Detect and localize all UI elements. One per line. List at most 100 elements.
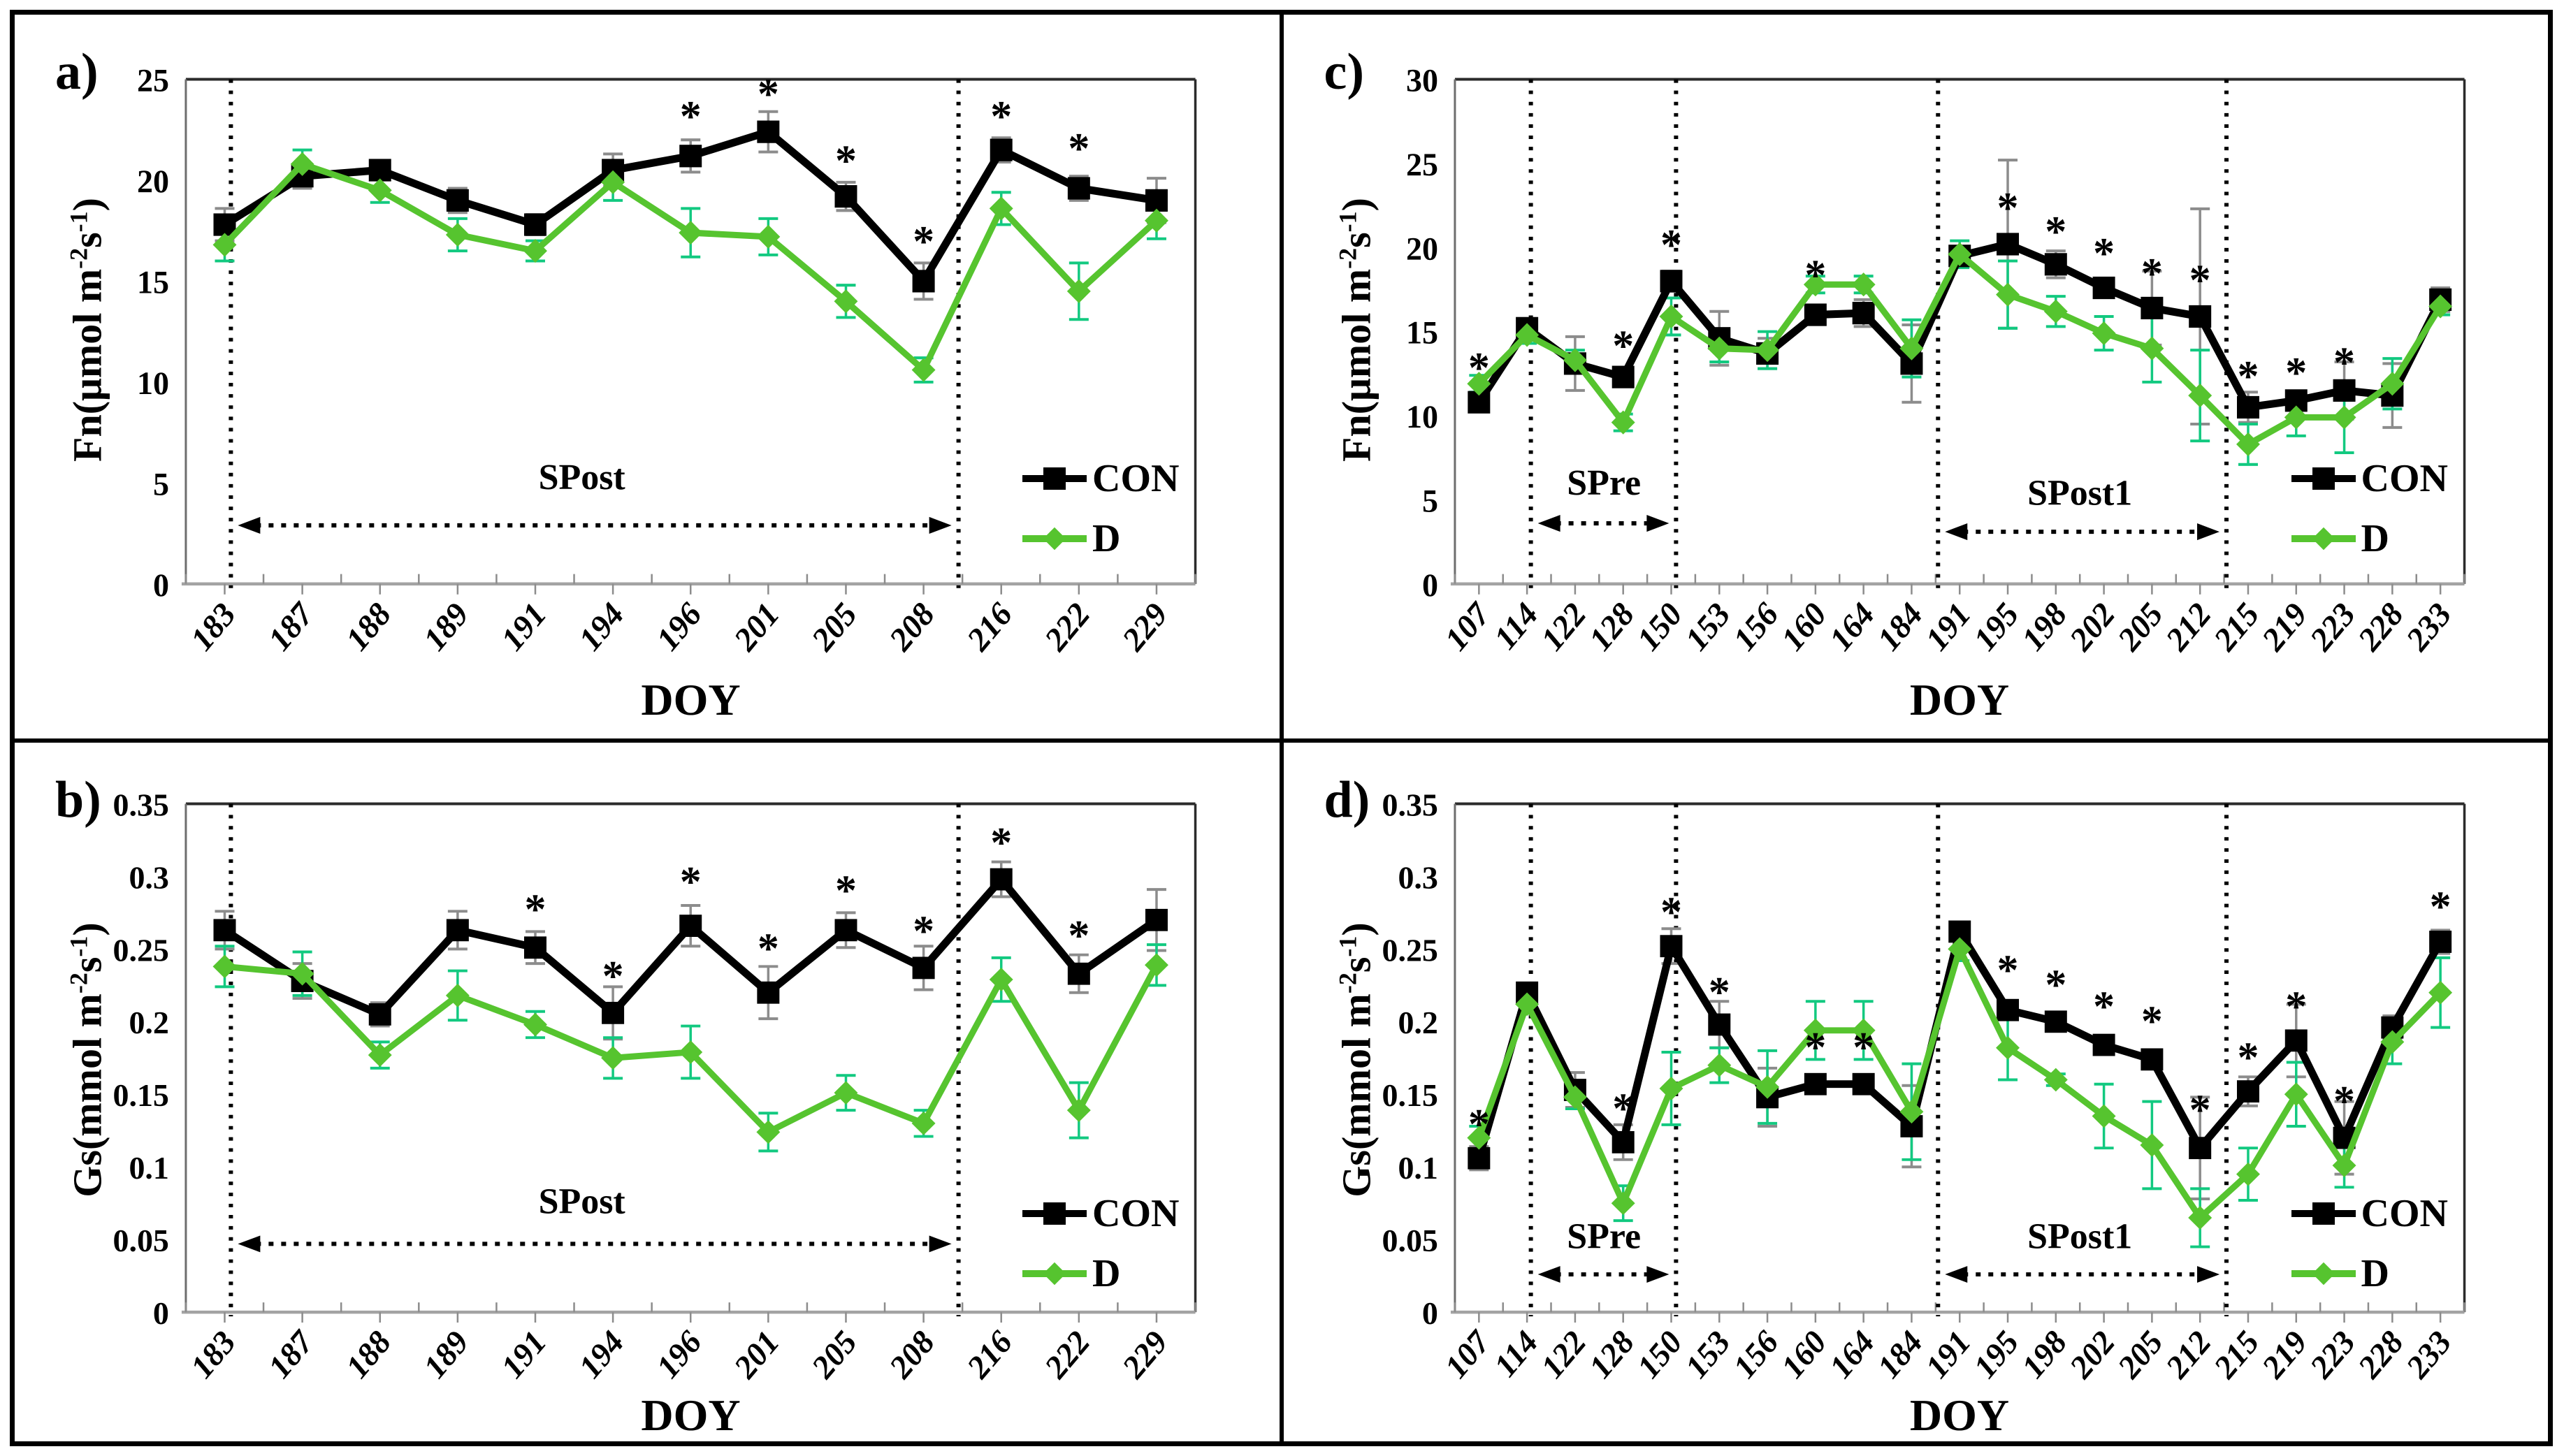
legend-label-con: CON [1092, 1192, 1180, 1235]
d-diamond-marker-icon [1022, 1262, 1087, 1286]
svg-text:*: * [1997, 947, 2018, 994]
svg-text:150: 150 [1630, 597, 1689, 658]
svg-text:107: 107 [1437, 595, 1498, 658]
panel-a-legend: CON D [1022, 457, 1180, 558]
panel-a: a) Fn(μmol m-2s-1) 0 5 10 15 20 25 183 187 188 18… [15, 15, 1280, 743]
svg-text:164: 164 [1822, 1325, 1881, 1385]
svg-text:194: 194 [572, 597, 631, 658]
svg-text:SPost1: SPost1 [2027, 1217, 2132, 1257]
chart-a-canvas: 0 5 10 15 20 25 183 187 188 189 191 194 196 201 205 208… [137, 63, 1197, 659]
y-title-text: Fn(μmol m [1333, 268, 1379, 462]
svg-text:0: 0 [1421, 1295, 1437, 1331]
svg-text:228: 228 [2350, 1325, 2410, 1386]
svg-text:0.25: 0.25 [1382, 932, 1437, 968]
svg-text:233: 233 [2398, 597, 2458, 659]
svg-text:128: 128 [1582, 597, 1642, 658]
svg-text:*: * [2093, 983, 2115, 1031]
svg-text:0.2: 0.2 [1398, 1005, 1437, 1040]
svg-text:201: 201 [727, 597, 787, 659]
legend-item-con: CON [2291, 1194, 2448, 1233]
svg-text:153: 153 [1678, 597, 1737, 658]
svg-text:*: * [1997, 184, 2018, 232]
svg-text:20: 20 [1405, 231, 1437, 266]
y-title-text: s [64, 232, 110, 248]
legend-label-d: D [2361, 517, 2389, 560]
svg-text:*: * [2093, 230, 2115, 277]
svg-text:160: 160 [1774, 597, 1834, 658]
svg-text:*: * [680, 859, 702, 906]
svg-text:5: 5 [153, 466, 169, 502]
svg-text:*: * [2141, 998, 2162, 1045]
svg-text:222: 222 [1037, 1325, 1097, 1386]
svg-text:183: 183 [184, 597, 243, 658]
svg-text:30: 30 [1405, 63, 1437, 99]
panel-c: c) Fn(μmol m-2s-1) 0 5 10 15 20 25 30 107 114 122… [1283, 15, 2548, 743]
svg-text:0.3: 0.3 [1398, 859, 1437, 895]
con-square-marker-icon [1022, 467, 1087, 490]
y-title-text: Gs(mmol m [1333, 993, 1379, 1197]
svg-text:*: * [1660, 221, 1681, 269]
panel-a-x-axis-title: DOY [641, 675, 741, 725]
svg-text:164: 164 [1823, 597, 1882, 658]
svg-text:*: * [990, 819, 1012, 866]
svg-text:160: 160 [1774, 1325, 1834, 1385]
svg-text:219: 219 [2254, 597, 2315, 659]
y-title-text: ) [1333, 922, 1379, 936]
svg-text:114: 114 [1487, 597, 1545, 657]
chart-b-canvas: 0 0.05 0.1 0.15 0.2 0.25 0.3 0.35 183 187 188 189 19… [113, 787, 1197, 1386]
svg-text:212: 212 [2158, 1325, 2218, 1386]
svg-text:191: 191 [494, 1325, 553, 1385]
legend-label-d: D [1092, 1252, 1121, 1295]
svg-text:205: 205 [2110, 1325, 2170, 1386]
legend-label-con: CON [1092, 457, 1180, 500]
svg-text:219: 219 [2254, 1325, 2315, 1386]
svg-text:0: 0 [153, 1295, 169, 1331]
svg-text:*: * [1468, 344, 1489, 392]
svg-text:212: 212 [2158, 597, 2218, 659]
svg-text:0.15: 0.15 [113, 1077, 168, 1113]
svg-text:191: 191 [1918, 1325, 1978, 1385]
svg-text:*: * [835, 137, 857, 184]
y-title-sup: -1 [64, 936, 93, 957]
svg-text:114: 114 [1486, 1325, 1545, 1384]
svg-text:15: 15 [137, 264, 169, 300]
svg-text:0.35: 0.35 [1382, 787, 1437, 822]
panel-b-x-axis-title: DOY [641, 1390, 741, 1440]
y-title-sup: -2 [64, 247, 93, 269]
svg-text:*: * [1708, 969, 1730, 1017]
svg-text:208: 208 [882, 597, 942, 659]
panel-d-legend: CON D [2291, 1194, 2448, 1295]
panel-b: b) Gs(mmol m-2s-1) 0 0.05 0.1 0.15 0.2 0.25 0.… [15, 743, 1280, 1441]
svg-text:*: * [1068, 125, 1089, 173]
legend-item-con: CON [1022, 1192, 1180, 1235]
panel-b-letter: b) [55, 771, 101, 829]
chart-d-canvas: 00.050.10.150.20.250.30.3510711412212815… [1382, 787, 2465, 1386]
svg-text:150: 150 [1630, 1325, 1689, 1385]
svg-text:229: 229 [1115, 597, 1175, 659]
svg-text:0.05: 0.05 [113, 1223, 168, 1258]
svg-text:194: 194 [572, 1325, 631, 1385]
svg-text:0.1: 0.1 [1398, 1150, 1437, 1186]
svg-text:195: 195 [1967, 597, 2026, 658]
svg-text:188: 188 [339, 1325, 398, 1385]
figure-frame: a) Fn(μmol m-2s-1) 0 5 10 15 20 25 183 187 188 18… [10, 10, 2553, 1446]
y-title-sup: -1 [64, 211, 93, 233]
svg-text:SPost1: SPost1 [2027, 473, 2132, 513]
svg-text:0: 0 [1421, 567, 1437, 603]
svg-text:223: 223 [2303, 597, 2363, 659]
panel-c-letter: c) [1324, 43, 1365, 101]
svg-text:*: * [2237, 1034, 2259, 1082]
svg-text:215: 215 [2206, 1325, 2266, 1386]
svg-text:*: * [1804, 252, 1826, 299]
svg-text:*: * [758, 925, 779, 973]
svg-text:128: 128 [1581, 1325, 1641, 1385]
svg-text:*: * [1660, 889, 1681, 936]
svg-text:SPost: SPost [539, 458, 626, 497]
y-title-text: ) [1333, 198, 1379, 212]
svg-text:216: 216 [959, 596, 1020, 658]
svg-text:189: 189 [417, 1325, 476, 1385]
svg-text:189: 189 [417, 597, 476, 658]
svg-text:SPre: SPre [1567, 463, 1641, 503]
legend-label-d: D [2361, 1252, 2389, 1295]
svg-text:122: 122 [1534, 597, 1593, 658]
